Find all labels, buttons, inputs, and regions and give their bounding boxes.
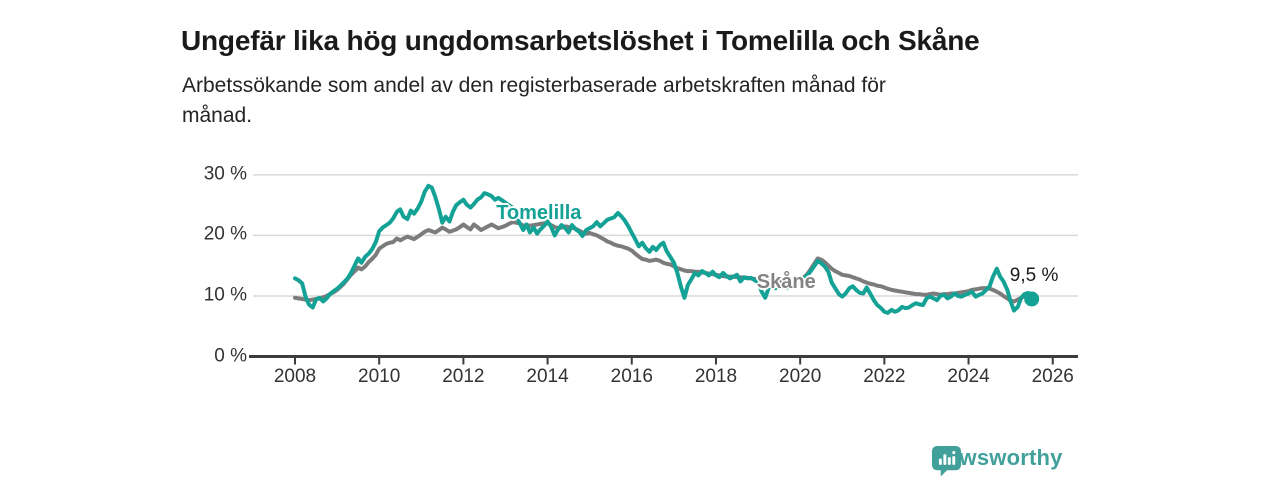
y-tick-label-30: 30 % [203, 163, 247, 185]
x-tick-label-2014: 2014 [526, 366, 569, 387]
x-tick-label-2022: 2022 [863, 366, 906, 387]
x-tick-label-2010: 2010 [358, 366, 401, 387]
series-label-tomelilla: Tomelilla [496, 202, 582, 225]
x-tick-label-2016: 2016 [610, 366, 653, 387]
series-label-skane: Skåne [756, 271, 816, 294]
tomelilla-line [293, 183, 1034, 315]
chart-subtitle: Arbetssökande som andel av den registerb… [182, 71, 886, 131]
x-tick-label-2012: 2012 [442, 366, 485, 387]
chart-subtitle-line1: Arbetssökande som andel av den registerb… [182, 74, 886, 97]
end-value-label: 9,5 % [1009, 265, 1059, 287]
x-tick-label-2018: 2018 [694, 366, 738, 387]
x-tick-label-2026: 2026 [1031, 366, 1074, 387]
bar-chart-bubble-icon [931, 445, 962, 477]
x-tick-label-2024: 2024 [947, 366, 990, 387]
y-tick-label-20: 20 % [203, 223, 247, 245]
y-tick-label-0: 0 % [214, 345, 247, 367]
chart-subtitle-line2: månad. [182, 104, 253, 127]
x-tick-label-2020: 2020 [779, 366, 822, 387]
skne-line [293, 220, 1034, 304]
y-tick-label-10: 10 % [203, 284, 247, 306]
newsworthy-logo: Newsworthy [931, 445, 1063, 477]
end-dot [1024, 291, 1040, 307]
x-tick-label-2008: 2008 [273, 366, 317, 387]
chart-title: Ungefär lika hög ungdomsarbetslöshet i T… [181, 24, 980, 56]
